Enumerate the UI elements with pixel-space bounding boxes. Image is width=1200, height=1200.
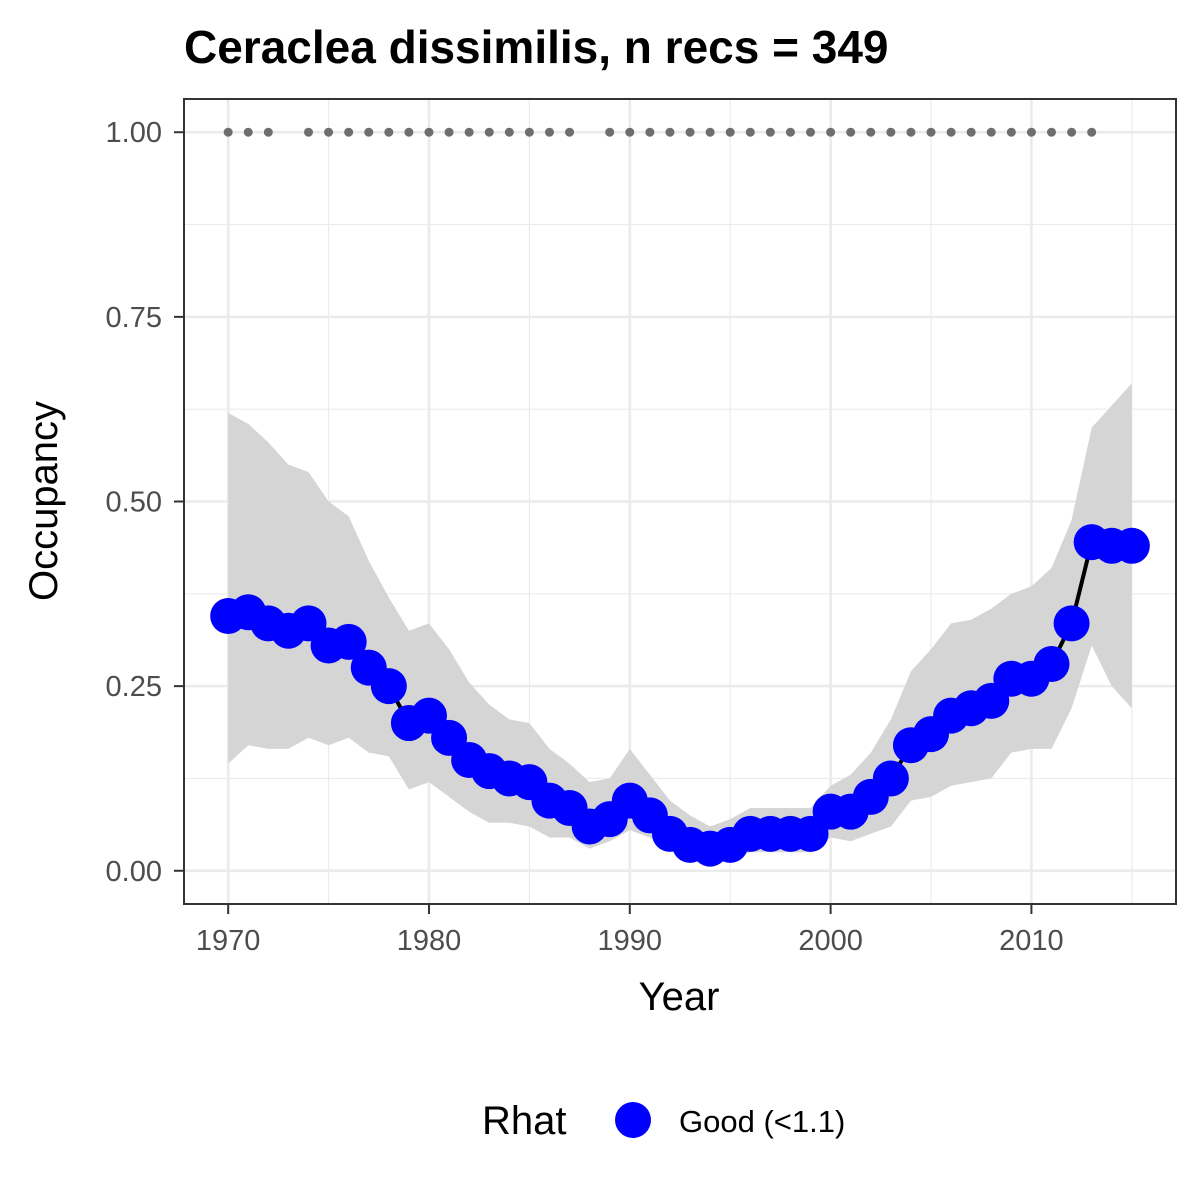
record-year-dot (665, 127, 675, 137)
record-year-dot (826, 127, 836, 137)
record-year-dot (765, 127, 775, 137)
record-year-dot (926, 127, 936, 137)
y-tick-label: 0.00 (106, 856, 162, 888)
record-year-dot (685, 127, 695, 137)
occupancy-point (370, 668, 407, 705)
record-year-dot (725, 127, 735, 137)
x-tick-label: 1990 (598, 925, 663, 957)
record-year-dot (966, 127, 976, 137)
record-year-dot (1026, 127, 1036, 137)
x-tick-label: 1970 (196, 925, 261, 957)
record-year-dot (846, 127, 856, 137)
record-year-dot (243, 127, 253, 137)
y-tick-label: 0.25 (106, 671, 162, 703)
record-year-dot (866, 127, 876, 137)
y-tick-label: 0.50 (106, 487, 162, 519)
record-year-dot (484, 127, 494, 137)
record-year-dot (1046, 127, 1056, 137)
record-year-dot (625, 127, 635, 137)
record-year-dot (986, 127, 996, 137)
record-year-dot (806, 127, 816, 137)
record-year-dot (324, 127, 334, 137)
record-year-dot (1067, 127, 1077, 137)
x-axis-title: Year (639, 975, 720, 1019)
x-tick-label: 1980 (397, 925, 462, 957)
occupancy-point (1053, 605, 1090, 642)
record-year-dot (404, 127, 414, 137)
record-year-dot (906, 127, 916, 137)
record-year-dot (263, 127, 273, 137)
y-tick-label: 0.75 (106, 302, 162, 334)
record-year-dot (444, 127, 454, 137)
occupancy-point (330, 623, 367, 660)
legend-label-good: Good (<1.1) (679, 1104, 845, 1139)
record-year-dot (1006, 127, 1016, 137)
record-year-dot (424, 127, 434, 137)
record-year-dot (946, 127, 956, 137)
record-year-dot (705, 127, 715, 137)
record-year-dot (504, 127, 514, 137)
chart-title: Ceraclea dissimilis, n recs = 349 (184, 21, 889, 73)
occupancy-points-layer (210, 524, 1150, 867)
y-axis: 0.00 0.25 0.50 0.75 1.00 (106, 117, 184, 888)
record-dots-layer (223, 127, 1097, 137)
record-year-dot (344, 127, 354, 137)
record-year-dot (304, 127, 314, 137)
record-year-dot (785, 127, 795, 137)
record-year-dot (1087, 127, 1097, 137)
record-year-dot (464, 127, 474, 137)
occupancy-point (1113, 527, 1150, 564)
record-year-dot (223, 127, 233, 137)
record-year-dot (886, 127, 896, 137)
record-year-dot (745, 127, 755, 137)
legend: Rhat Good (<1.1) (482, 1099, 845, 1143)
record-year-dot (605, 127, 615, 137)
occupancy-point (1033, 645, 1070, 682)
record-year-dot (384, 127, 394, 137)
occupancy-point (872, 760, 909, 797)
legend-key-point (615, 1102, 651, 1138)
y-tick-label: 1.00 (106, 117, 162, 149)
record-year-dot (544, 127, 554, 137)
record-year-dot (364, 127, 374, 137)
record-year-dot (565, 127, 575, 137)
x-tick-label: 2010 (999, 925, 1064, 957)
legend-title: Rhat (482, 1099, 567, 1143)
y-axis-title: Occupancy (22, 401, 66, 601)
x-tick-label: 2000 (798, 925, 863, 957)
x-axis: 1970 1980 1990 2000 2010 (196, 904, 1064, 957)
record-year-dot (524, 127, 534, 137)
record-year-dot (645, 127, 655, 137)
